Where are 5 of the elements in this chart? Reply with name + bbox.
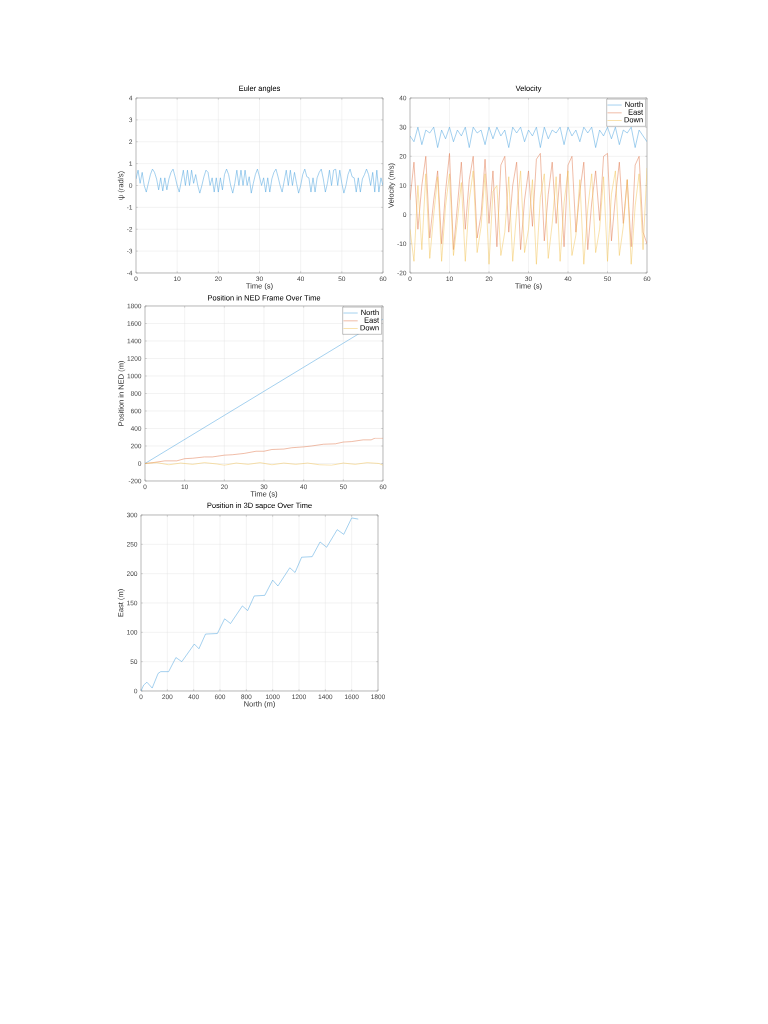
- line-series: [410, 126, 647, 148]
- line-series: [410, 153, 647, 250]
- line-series: [145, 437, 383, 464]
- line-series: [141, 517, 359, 691]
- line-series: [410, 167, 647, 265]
